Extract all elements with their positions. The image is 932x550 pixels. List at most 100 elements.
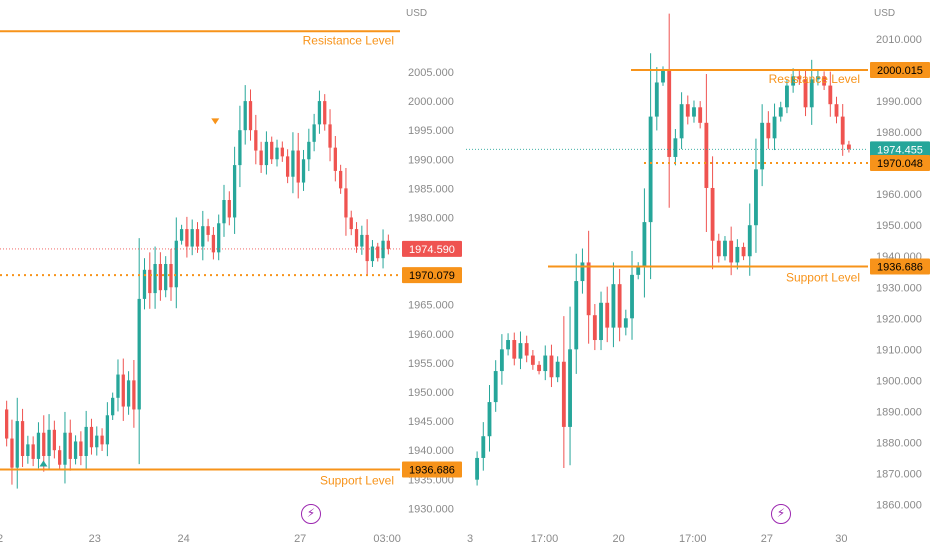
candle-body (63, 432, 67, 465)
support-label: Support Level (320, 473, 394, 487)
x-tick-label: 3 (467, 533, 473, 545)
candle-body (254, 130, 258, 151)
candle-body (636, 267, 641, 275)
resistance-label: Resistance Level (303, 33, 394, 47)
y-tick-label: 1995.000 (408, 125, 454, 137)
y-tick-label: 1960.000 (408, 329, 454, 341)
candle-body (605, 302, 610, 328)
y-tick-label: 2005.000 (408, 67, 454, 79)
y-tick-label: 1940.000 (408, 445, 454, 457)
candle-body (174, 240, 178, 288)
current-price-tag: 1974.590 (409, 244, 455, 256)
candle-body (58, 450, 62, 465)
candle-body (280, 147, 284, 157)
candle-body (512, 340, 517, 359)
chart-panel-right[interactable]: USD2010.0002000.0001990.0001980.0001970.… (466, 0, 932, 550)
y-tick-label: 1980.000 (876, 127, 922, 139)
candle-body (148, 269, 152, 294)
chart-left[interactable]: USD 2005.000 2000.000 1995.000 1990.000 1985.… (0, 0, 466, 550)
candle-body (475, 457, 480, 480)
candle-body (31, 444, 35, 459)
candle-body (270, 141, 274, 160)
chart-right[interactable]: USD2010.0002000.0001990.0001980.0001970.… (466, 0, 932, 550)
candle-body (623, 318, 628, 328)
candle-body (15, 421, 19, 468)
candle-body (201, 226, 205, 247)
candle-body (338, 170, 343, 189)
candle-body (530, 355, 535, 365)
candle-body (555, 361, 560, 378)
candle-body (518, 343, 523, 359)
x-tick-label: 03:00 (373, 533, 401, 545)
candle-body (206, 226, 210, 235)
candle-body (766, 122, 771, 139)
y-tick-label: 1990.000 (876, 96, 922, 108)
y-tick-label: 1950.000 (876, 220, 922, 232)
candle-body (561, 361, 566, 427)
candle-body (685, 104, 690, 117)
y-tick-label: 2000.000 (408, 96, 454, 108)
x-tick-label: 2 (0, 533, 3, 545)
candle-body (586, 262, 591, 316)
candle-body (158, 264, 163, 291)
y-tick-label: 1890.000 (876, 406, 922, 418)
y-tick-label: 1920.000 (876, 313, 922, 325)
y-tick-label: 1880.000 (876, 437, 922, 449)
candle-body (704, 122, 709, 188)
y-tick-label: 1950.000 (408, 387, 454, 399)
candle-body (259, 150, 263, 166)
candle-body (211, 234, 216, 253)
x-tick-label: 30 (835, 533, 847, 545)
candle-body (381, 240, 385, 259)
lightning-icon[interactable]: ⚡ (301, 504, 321, 524)
candle-body (100, 435, 104, 445)
candle-body (822, 76, 827, 86)
current-price-tag-box (870, 141, 930, 158)
x-tick-label: 17:00 (679, 533, 707, 545)
candle-body (84, 426, 88, 456)
currency-label: USD (406, 8, 427, 19)
candle-body (611, 284, 616, 328)
candle-body (360, 234, 364, 247)
candle-body (524, 343, 529, 356)
candle-body (729, 240, 734, 263)
candle-body (754, 169, 758, 226)
x-tick-label: 20 (612, 533, 624, 545)
dotted-level-tag: 1970.048 (877, 158, 923, 170)
support-tag-box (870, 258, 930, 275)
support-tag: 1936.686 (877, 262, 923, 274)
buy-marker (39, 460, 48, 467)
candle-body (222, 200, 226, 224)
candle-body (568, 349, 572, 427)
candle-body (654, 82, 659, 117)
candle-body (243, 101, 247, 131)
candle-body (741, 246, 746, 257)
candle-body (36, 432, 41, 459)
candle-body (264, 141, 269, 166)
candle-body (195, 229, 200, 247)
lightning-icon[interactable]: ⚡ (771, 504, 791, 524)
candle-body (499, 349, 504, 372)
x-tick-label: 17:00 (531, 533, 559, 545)
candle-body (376, 246, 380, 259)
candle-body (137, 298, 141, 410)
support-tag-box (402, 461, 462, 478)
current-price-tag-box (402, 240, 462, 257)
chart-panel-left[interactable]: USD 2005.000 2000.000 1995.000 1990.000 1985.… (0, 0, 466, 550)
candle-body (747, 225, 752, 257)
candle-body (116, 374, 120, 398)
y-tick-label: 1980.000 (408, 212, 454, 224)
candle-body (185, 229, 189, 247)
candle-body (543, 355, 548, 372)
y-tick-label: 1900.000 (876, 375, 922, 387)
y-tick-label: 1990.000 (408, 154, 454, 166)
candle-body (95, 435, 99, 448)
candle-body (105, 415, 110, 445)
candle-body (599, 302, 603, 341)
candle-body (52, 429, 57, 451)
x-tick-label: 24 (178, 533, 190, 545)
candle-body (630, 274, 634, 319)
candle-body (365, 234, 369, 262)
candle-body (815, 76, 820, 80)
candle-body (190, 229, 194, 247)
